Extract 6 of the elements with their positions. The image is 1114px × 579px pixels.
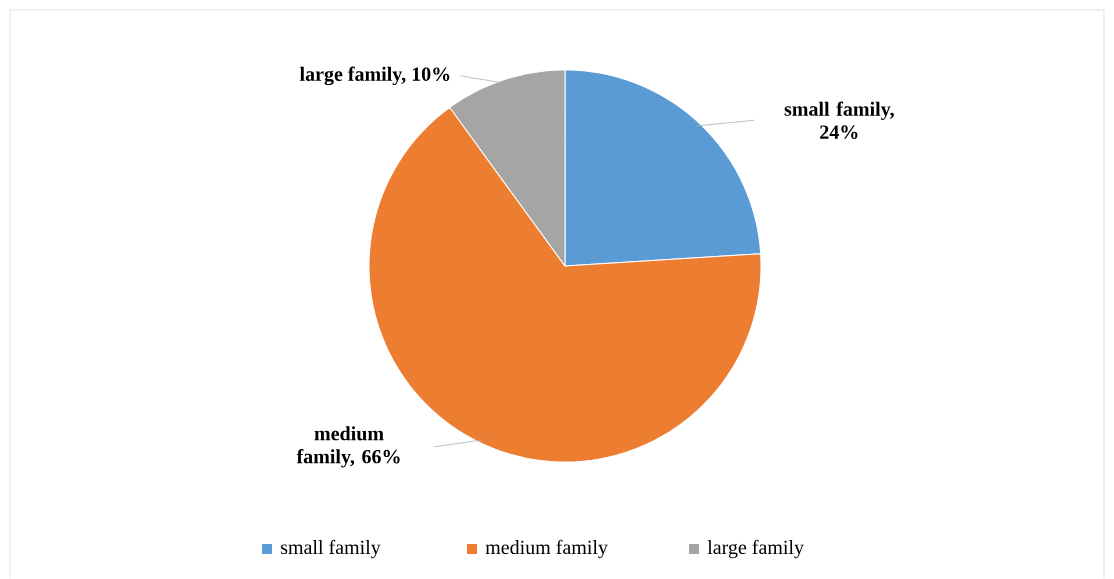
data-label: large family, 10% bbox=[299, 66, 450, 86]
legend-label: small family bbox=[281, 539, 381, 559]
data-label: small family, 24% bbox=[784, 101, 894, 139]
legend-label: medium family bbox=[485, 539, 608, 559]
legend-label: large family bbox=[707, 539, 804, 559]
data-label: medium family, 66% bbox=[296, 426, 400, 468]
